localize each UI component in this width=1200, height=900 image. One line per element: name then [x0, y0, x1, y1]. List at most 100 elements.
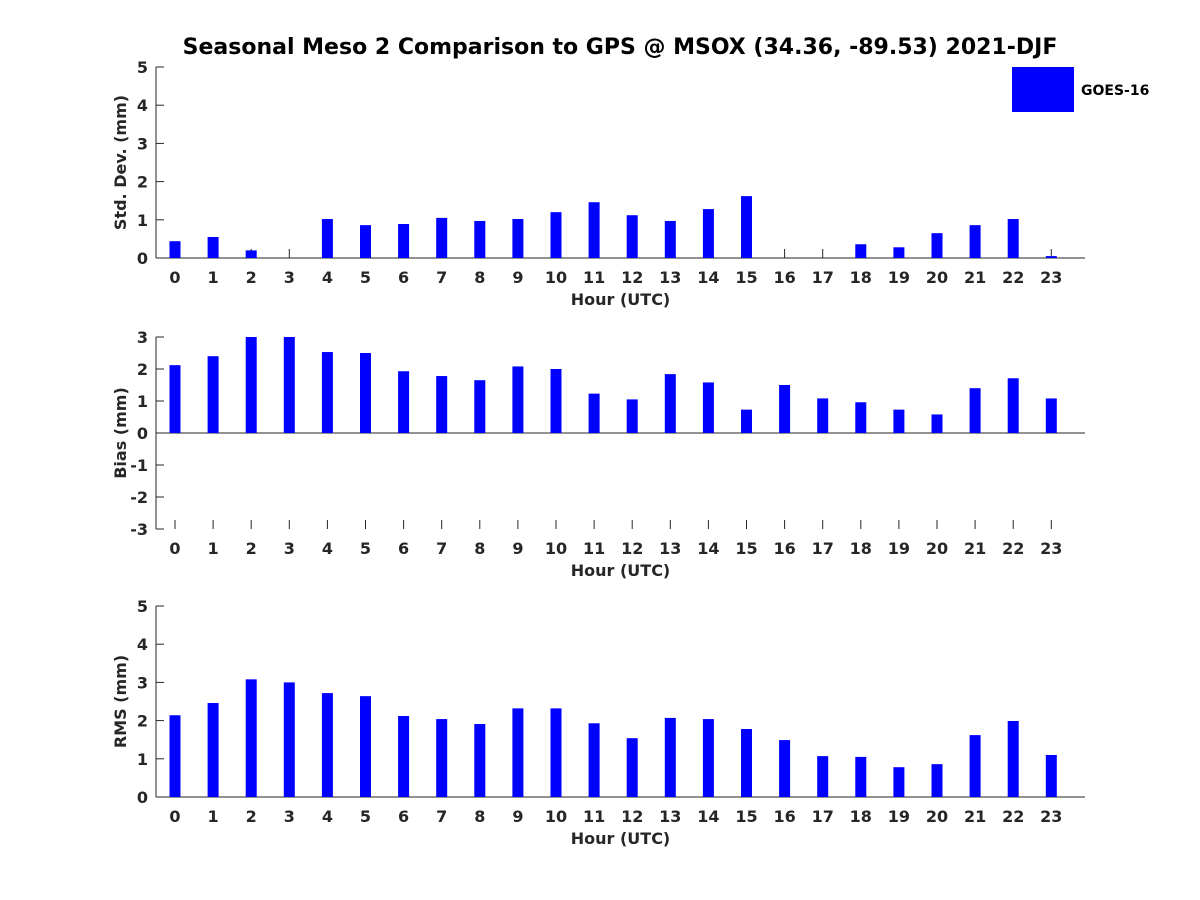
x-tick-label: 19 — [888, 807, 910, 826]
x-tick-label: 23 — [1040, 807, 1062, 826]
bar — [588, 202, 600, 258]
y-tick-label: -2 — [130, 488, 148, 507]
legend-swatch — [1012, 67, 1074, 112]
bar — [626, 399, 638, 433]
bar — [360, 696, 371, 797]
x-tick-label: 0 — [169, 807, 180, 826]
bar — [664, 717, 676, 797]
bar — [855, 402, 867, 433]
x-tick-label: 20 — [926, 807, 948, 826]
bar — [779, 385, 791, 433]
bar — [626, 738, 638, 797]
y-tick-label: 3 — [137, 328, 148, 347]
y-tick-label: 3 — [137, 673, 148, 692]
y-tick-label: 4 — [137, 635, 148, 654]
bar — [855, 756, 867, 797]
x-tick-label: 5 — [360, 807, 371, 826]
bar — [207, 356, 219, 433]
x-tick-label: 13 — [659, 807, 681, 826]
x-tick-label: 9 — [512, 539, 523, 558]
bar — [474, 220, 486, 258]
y-tick-label: 1 — [137, 750, 148, 769]
bar — [1007, 219, 1019, 258]
x-tick-label: 15 — [735, 539, 757, 558]
x-tick-label: 3 — [284, 268, 295, 287]
bar — [1007, 378, 1019, 433]
bar — [245, 337, 257, 433]
chart-title: Seasonal Meso 2 Comparison to GPS @ MSOX… — [183, 35, 1058, 60]
x-tick-label: 11 — [583, 539, 605, 558]
x-tick-label: 7 — [436, 539, 447, 558]
bar — [474, 380, 486, 433]
bar — [321, 352, 333, 433]
x-tick-label: 9 — [512, 268, 523, 287]
bar — [931, 414, 943, 433]
bar — [779, 740, 791, 797]
bar — [436, 217, 448, 258]
x-tick-label: 16 — [773, 539, 795, 558]
bar — [512, 219, 524, 258]
bar — [1045, 398, 1057, 433]
x-tick-label: 8 — [474, 807, 485, 826]
x-tick-label: 8 — [474, 539, 485, 558]
bar — [741, 196, 752, 258]
x-tick-label: 6 — [398, 268, 409, 287]
x-tick-label: 15 — [735, 807, 757, 826]
x-tick-label: 2 — [246, 539, 257, 558]
x-tick-label: 20 — [926, 268, 948, 287]
bar — [512, 366, 524, 433]
x-tick-label: 7 — [436, 268, 447, 287]
x-tick-label: 3 — [284, 807, 295, 826]
bar — [1045, 256, 1057, 258]
bar — [588, 393, 600, 433]
bar — [283, 337, 295, 433]
x-tick-label: 19 — [888, 268, 910, 287]
bar — [702, 382, 714, 433]
x-tick-label: 0 — [169, 268, 180, 287]
x-tick-label: 12 — [621, 807, 643, 826]
bar — [550, 369, 562, 433]
x-tick-label: 22 — [1002, 807, 1024, 826]
bar — [398, 716, 410, 797]
bar — [817, 756, 829, 797]
bar — [169, 241, 181, 258]
bar — [664, 220, 676, 258]
x-tick-label: 6 — [398, 539, 409, 558]
bar — [550, 708, 562, 797]
x-tick-label: 12 — [621, 539, 643, 558]
bar — [436, 376, 448, 433]
x-tick-label: 11 — [583, 268, 605, 287]
bar — [245, 679, 257, 797]
x-tick-label: 16 — [773, 268, 795, 287]
x-tick-label: 1 — [208, 807, 219, 826]
x-tick-label: 2 — [246, 807, 257, 826]
x-tick-label: 9 — [512, 807, 523, 826]
y-tick-label: 3 — [137, 134, 148, 153]
x-tick-label: 14 — [697, 539, 719, 558]
y-tick-label: 1 — [137, 211, 148, 230]
x-tick-label: 4 — [322, 807, 333, 826]
x-tick-label: 21 — [964, 807, 986, 826]
x-tick-label: 0 — [169, 539, 180, 558]
x-tick-label: 1 — [208, 268, 219, 287]
bar — [1007, 720, 1019, 797]
bar — [321, 219, 333, 258]
x-tick-label: 10 — [545, 807, 567, 826]
y-tick-label: 1 — [137, 392, 148, 411]
x-tick-label: 11 — [583, 807, 605, 826]
y-tick-label: 2 — [137, 712, 148, 731]
y-tick-label: -1 — [130, 456, 148, 475]
bar — [702, 719, 714, 797]
x-tick-label: 13 — [659, 539, 681, 558]
x-tick-label: 14 — [697, 268, 719, 287]
bar — [855, 244, 867, 258]
x-tick-label: 17 — [812, 539, 834, 558]
x-tick-label: 5 — [360, 268, 371, 287]
x-tick-label: 22 — [1002, 268, 1024, 287]
bar — [969, 225, 981, 258]
bar — [741, 729, 752, 797]
